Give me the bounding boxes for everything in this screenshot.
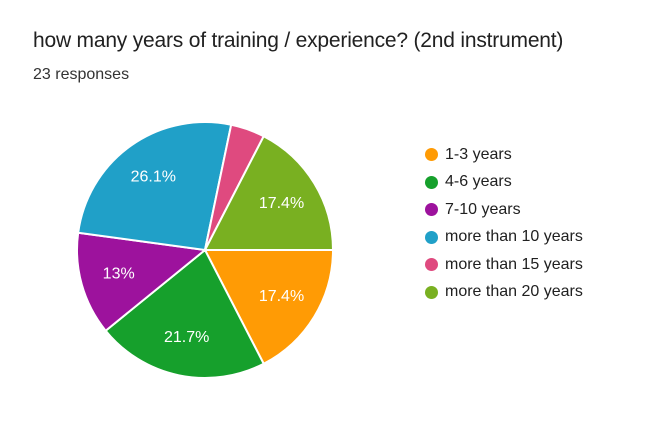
chart-title: how many years of training / experience?… — [33, 29, 564, 52]
legend-item: 4-6 years — [425, 169, 583, 197]
legend-swatch — [425, 203, 438, 217]
pie-slice-4-6-years[interactable] — [104, 249, 265, 379]
slice-percentage-label: 26.1% — [131, 168, 176, 185]
slice-percentage-label: 21.7% — [164, 329, 209, 346]
pie-slice-more-than-10-years[interactable] — [77, 121, 233, 251]
legend-item: more than 15 years — [425, 251, 583, 279]
legend-label: 1-3 years — [445, 145, 512, 163]
legend-swatch — [425, 230, 438, 244]
slice-percentage-label: 17.4% — [259, 195, 304, 212]
legend-label: more than 20 years — [445, 283, 583, 301]
pie-slice-more-than-20-years[interactable] — [204, 135, 334, 251]
legend-label: 4-6 years — [445, 173, 512, 191]
legend-swatch — [425, 148, 438, 162]
legend-swatch — [425, 285, 438, 299]
pie-chart: 17.4% 21.7% 13% 26.1% 17.4% — [76, 121, 334, 379]
legend-swatch — [425, 175, 438, 189]
pie-slice-1-3-years[interactable] — [204, 249, 334, 365]
legend-label: more than 15 years — [445, 255, 583, 273]
pie-slice-7-10-years[interactable] — [76, 231, 206, 332]
chart-legend: 1-3 years 4-6 years 7-10 years more than… — [425, 141, 583, 306]
legend-item: 7-10 years — [425, 196, 583, 224]
legend-swatch — [425, 258, 438, 272]
legend-item: more than 10 years — [425, 224, 583, 252]
legend-item: more than 20 years — [425, 279, 583, 307]
legend-item: 1-3 years — [425, 141, 583, 169]
responses-count: 23 responses — [33, 66, 130, 83]
legend-label: 7-10 years — [445, 200, 521, 218]
legend-label: more than 10 years — [445, 228, 583, 246]
slice-percentage-label: 17.4% — [259, 288, 304, 305]
slice-percentage-label: 13% — [103, 266, 135, 283]
